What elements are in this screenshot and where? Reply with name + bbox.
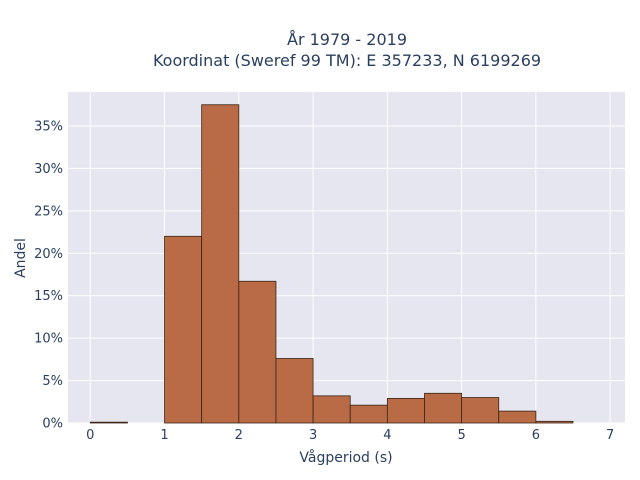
y-tick-label: 35%: [34, 119, 63, 134]
grid-lines: [68, 92, 625, 424]
x-tick-label: 6: [532, 428, 540, 443]
y-axis-label: Andel: [13, 238, 29, 278]
bars: [89, 104, 574, 424]
histogram-bar: [89, 421, 128, 424]
y-tick-label: 5%: [42, 374, 63, 389]
histogram-bar: [238, 280, 277, 424]
x-axis-ticks: 0 1 2 3 4 5 6 7: [86, 428, 614, 443]
histogram-bar: [201, 104, 240, 424]
x-tick-label: 5: [457, 428, 465, 443]
histogram-bar: [275, 358, 314, 424]
y-axis-ticks: 0% 5% 10% 15% 20% 25% 30% 35%: [34, 119, 63, 431]
x-tick-label: 1: [160, 428, 168, 443]
y-tick-label: 30%: [34, 162, 63, 177]
histogram-bar: [498, 410, 537, 424]
x-tick-label: 7: [606, 428, 614, 443]
x-tick-label: 0: [86, 428, 94, 443]
chart-title-line1: År 1979 - 2019: [287, 30, 407, 49]
x-tick-label: 2: [235, 428, 243, 443]
histogram-bar: [349, 404, 388, 424]
histogram-bar: [424, 392, 463, 424]
histogram-bar: [461, 397, 500, 424]
y-tick-label: 15%: [34, 289, 63, 304]
y-tick-label: 20%: [34, 247, 63, 262]
histogram-bar: [535, 420, 574, 424]
x-axis-label: Vågperiod (s): [299, 449, 392, 466]
histogram-bar: [386, 397, 425, 424]
histogram-bar: [312, 395, 351, 424]
plot-area: [68, 92, 625, 423]
y-tick-label: 10%: [34, 332, 63, 347]
chart-title-line2: Koordinat (Sweref 99 TM): E 357233, N 61…: [153, 51, 541, 70]
x-tick-label: 4: [383, 428, 391, 443]
x-tick-label: 3: [309, 428, 317, 443]
histogram-bar: [164, 235, 203, 424]
y-tick-label: 25%: [34, 204, 63, 219]
y-tick-label: 0%: [42, 417, 63, 432]
